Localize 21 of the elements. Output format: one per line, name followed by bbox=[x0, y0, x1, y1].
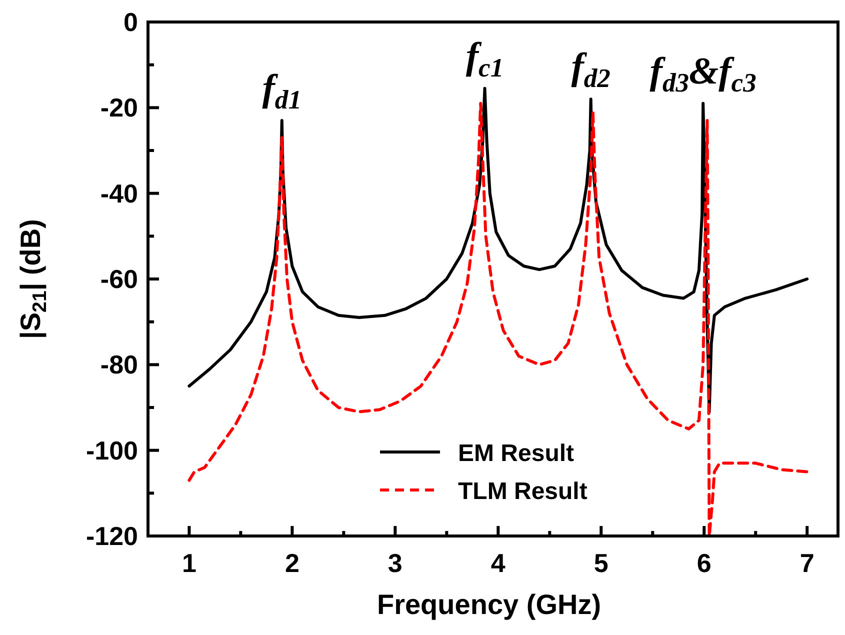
x-axis-title: Frequency (GHz) bbox=[376, 589, 602, 620]
legend-label: EM Result bbox=[458, 440, 574, 467]
y-tick-label: -80 bbox=[100, 350, 138, 380]
y-tick-label: -120 bbox=[86, 521, 138, 551]
annotation: f$_{d3}$&f$_{c3}$ bbox=[650, 50, 756, 98]
x-tick-label: 4 bbox=[490, 548, 506, 578]
y-tick-label: -100 bbox=[86, 435, 138, 466]
x-tick-label: 6 bbox=[696, 548, 712, 578]
x-tick-label: 5 bbox=[594, 548, 608, 578]
annotation: f$_{d2}$ bbox=[571, 46, 610, 94]
annotation: f$_{c1}$ bbox=[466, 35, 504, 82]
x-tick-label: 7 bbox=[800, 548, 814, 578]
legend-label: TLM Result bbox=[458, 478, 588, 505]
x-tick-label: 1 bbox=[182, 548, 196, 578]
y-tick-label: -20 bbox=[100, 92, 138, 123]
y-tick-label: -40 bbox=[100, 178, 138, 208]
y-tick-label: -60 bbox=[100, 264, 138, 294]
x-tick-label: 2 bbox=[284, 548, 300, 578]
x-tick-label: 3 bbox=[388, 548, 402, 578]
annotation: f$_{d1}$ bbox=[262, 68, 302, 114]
y-tick-label: 0 bbox=[124, 7, 138, 37]
